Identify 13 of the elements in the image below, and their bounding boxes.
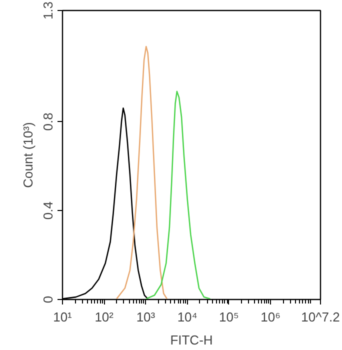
y-axis-title: Count (10³) [20, 122, 36, 188]
y-tick-label: 0 [40, 296, 56, 304]
x-tick-label: 10^7.2 [301, 310, 340, 324]
x-axis-title: FITC-H [170, 332, 213, 348]
y-tick-label: 0.8 [40, 112, 56, 131]
x-tick-label: 10⁴ [177, 310, 198, 324]
y-tick-label: 0.4 [40, 202, 56, 220]
y-tick-label: 1.3 [40, 1, 56, 20]
x-tick-label: 10⁶ [260, 310, 280, 324]
x-tick-label: 10³ [136, 310, 156, 324]
x-tick-label: 10² [94, 310, 114, 324]
x-tick-label: 10⁵ [219, 310, 239, 324]
x-tick-label: 10¹ [53, 310, 73, 324]
